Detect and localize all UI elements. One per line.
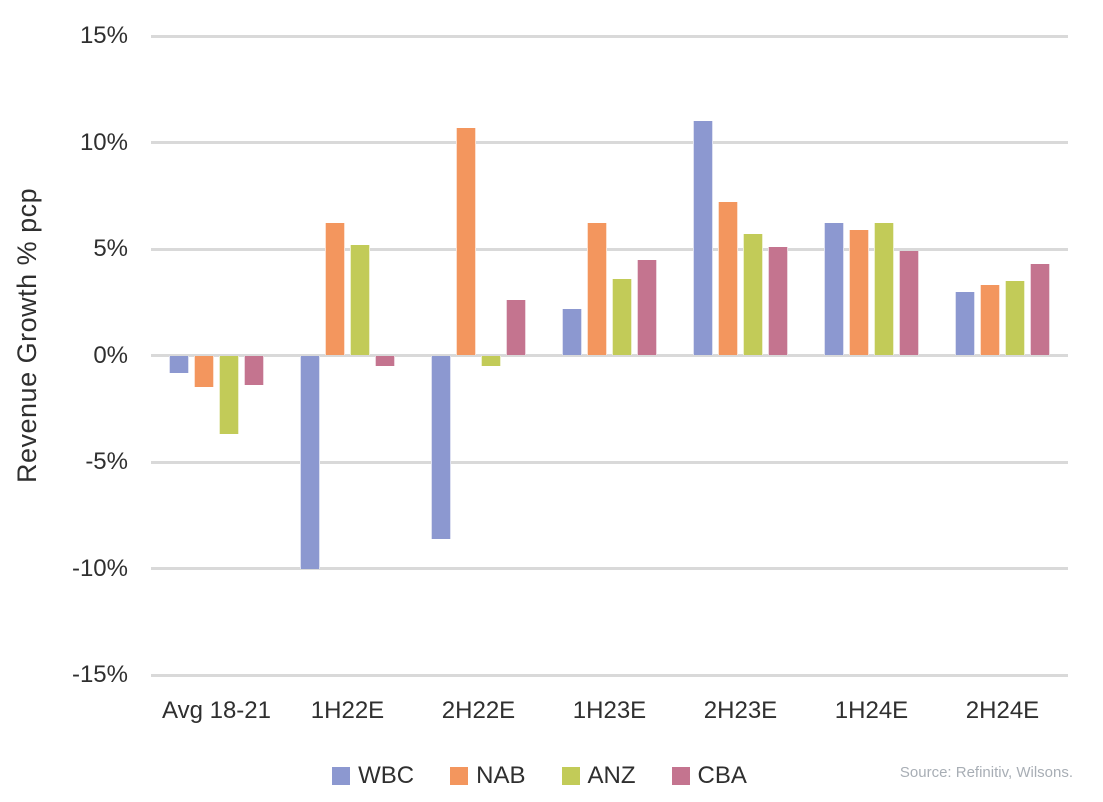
gridline (151, 141, 1068, 144)
bar-cba-1h22e (375, 355, 395, 367)
gridline (151, 247, 1068, 251)
bar-wbc-1h24e (824, 223, 844, 356)
bar-wbc-1h22e (300, 355, 320, 569)
bar-nab-2h24e (980, 285, 1000, 356)
bar-nab-1h23e (587, 223, 607, 356)
legend-item-wbc: WBC (332, 762, 414, 790)
source-note: Source: Refinitiv, Wilsons. (899, 764, 1073, 781)
x-axis-category-label: 2H23E (703, 697, 778, 724)
bar-wbc-1h23e (562, 308, 582, 356)
gridline (151, 34, 1068, 38)
legend-swatch-cba (671, 767, 690, 785)
bar-cba-2h22e (506, 300, 526, 356)
bar-anz-2h22e (481, 355, 501, 367)
legend-item-nab: NAB (450, 762, 526, 790)
legend-label: NAB (476, 762, 526, 789)
bar-wbc-2h23e (693, 121, 713, 356)
legend-item-cba: CBA (671, 762, 747, 790)
bar-anz-1h23e (612, 278, 632, 356)
bar-nab-1h22e (325, 223, 345, 356)
bar-anz-2h23e (743, 234, 763, 356)
y-axis-tick-label: 10% (79, 128, 128, 156)
bar-anz-1h22e (350, 244, 370, 356)
y-axis-tick-label: 5% (93, 235, 128, 262)
x-axis-category-label: Avg 18-21 (162, 697, 271, 724)
x-axis-category-label: 2H22E (441, 697, 516, 724)
bar-wbc-2h24e (955, 291, 975, 356)
bar-cba-1h24e (899, 251, 919, 356)
bar-cba-1h23e (637, 259, 657, 356)
x-axis-category-label: 1H22E (310, 697, 385, 724)
chart-legend: WBC NAB ANZ CBA (0, 762, 1091, 790)
legend-swatch-wbc (332, 767, 351, 785)
gridline (151, 673, 1068, 677)
bar-wbc-avg-18-21 (169, 355, 189, 373)
bar-cba-2h23e (768, 246, 788, 356)
legend-item-anz: ANZ (561, 762, 636, 790)
legend-label: CBA (697, 762, 747, 789)
y-axis-tick-label: 0% (93, 341, 128, 369)
y-axis-tick-label: 15% (79, 22, 128, 49)
y-axis-tick-label: -15% (71, 661, 128, 688)
bar-nab-2h22e (456, 127, 476, 356)
bar-wbc-2h22e (431, 355, 451, 539)
x-axis-category-label: 1H23E (572, 697, 647, 724)
legend-swatch-nab (450, 767, 469, 785)
legend-label: ANZ (587, 762, 636, 789)
bar-cba-2h24e (1030, 263, 1050, 356)
x-axis-category-label: 2H24E (965, 697, 1040, 724)
gridline (151, 460, 1068, 464)
bar-anz-1h24e (874, 223, 894, 356)
legend-label: WBC (358, 762, 415, 789)
bar-nab-1h24e (849, 229, 869, 356)
bar-anz-avg-18-21 (219, 355, 239, 435)
gridline (151, 354, 1068, 357)
legend-swatch-anz (561, 767, 580, 785)
bar-nab-avg-18-21 (194, 355, 214, 388)
y-axis-tick-label: -5% (85, 448, 128, 475)
x-axis-category-label: 1H24E (834, 697, 909, 724)
bar-nab-2h23e (718, 202, 738, 356)
bar-cba-avg-18-21 (244, 355, 264, 386)
y-axis-tick-label: -10% (71, 554, 128, 582)
bar-anz-2h24e (1005, 280, 1025, 356)
gridline (151, 567, 1068, 570)
